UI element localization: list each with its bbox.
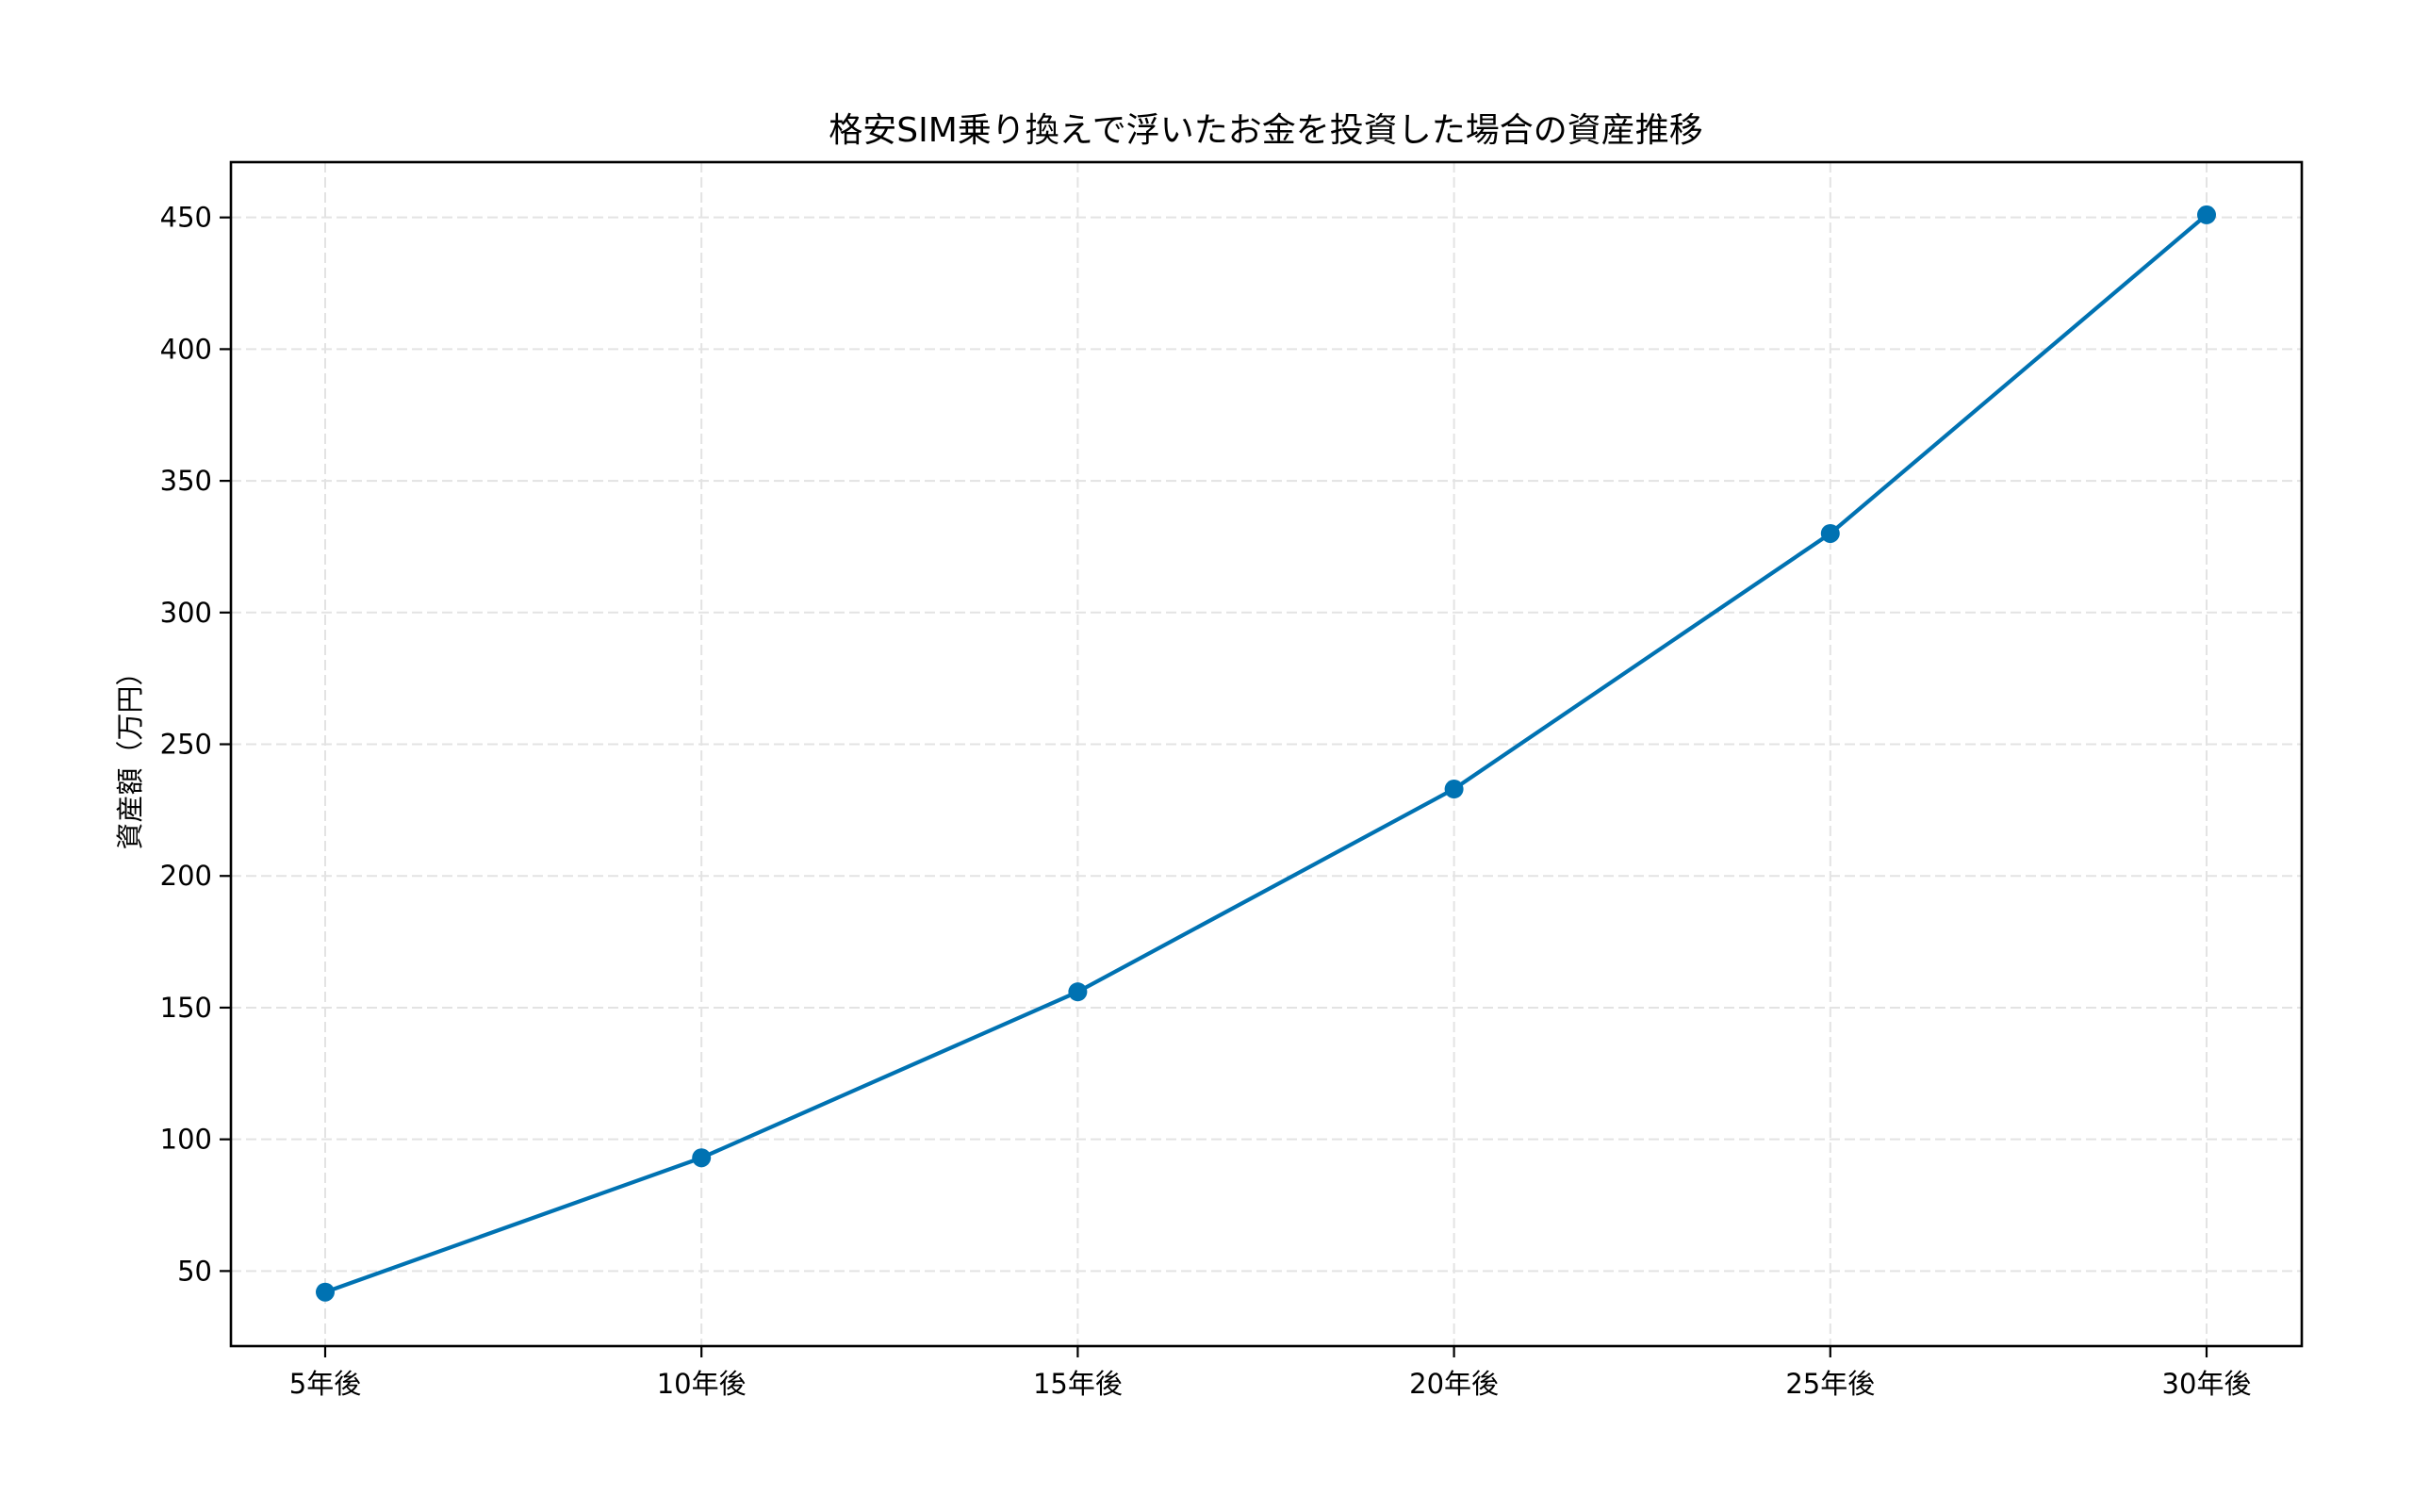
- y-tick-label: 450: [160, 202, 212, 234]
- data-point-marker: [316, 1282, 335, 1302]
- y-axis-label: 資産額（万円）: [114, 658, 146, 849]
- x-tick-label: 5年後: [289, 1368, 361, 1400]
- x-tick-label: 25年後: [1785, 1368, 1875, 1400]
- data-series: [316, 205, 2216, 1302]
- plot-frame: [229, 160, 2304, 1348]
- data-point-marker: [692, 1148, 712, 1168]
- y-tick-label: 300: [160, 597, 212, 629]
- x-axis-ticks: 5年後 10年後 15年後 20年後 25年後 30年後: [289, 1346, 2252, 1400]
- y-tick-label: 350: [160, 465, 212, 497]
- data-point-marker: [1068, 982, 1088, 1002]
- data-point-marker: [1444, 780, 1464, 799]
- series-line: [324, 213, 2208, 1294]
- y-tick-label: 250: [160, 729, 212, 761]
- data-point-marker: [2197, 205, 2216, 224]
- x-tick-label: 10年後: [657, 1368, 747, 1400]
- x-tick-label: 15年後: [1033, 1368, 1123, 1400]
- x-tick-label: 30年後: [2162, 1368, 2252, 1400]
- y-tick-label: 50: [177, 1255, 212, 1287]
- y-tick-label: 200: [160, 860, 212, 892]
- y-tick-label: 100: [160, 1124, 212, 1156]
- y-tick-label: 150: [160, 992, 212, 1024]
- y-axis-ticks: 50 100 150 200 250 300 350 400 450: [160, 202, 231, 1287]
- data-point-marker: [1820, 523, 1840, 543]
- x-tick-label: 20年後: [1409, 1368, 1499, 1400]
- grid-lines: [231, 162, 2302, 1346]
- y-tick-label: 400: [160, 333, 212, 365]
- chart-title: 格安SIM乗り換えで浮いたお金を投資した場合の資産推移: [829, 111, 1702, 150]
